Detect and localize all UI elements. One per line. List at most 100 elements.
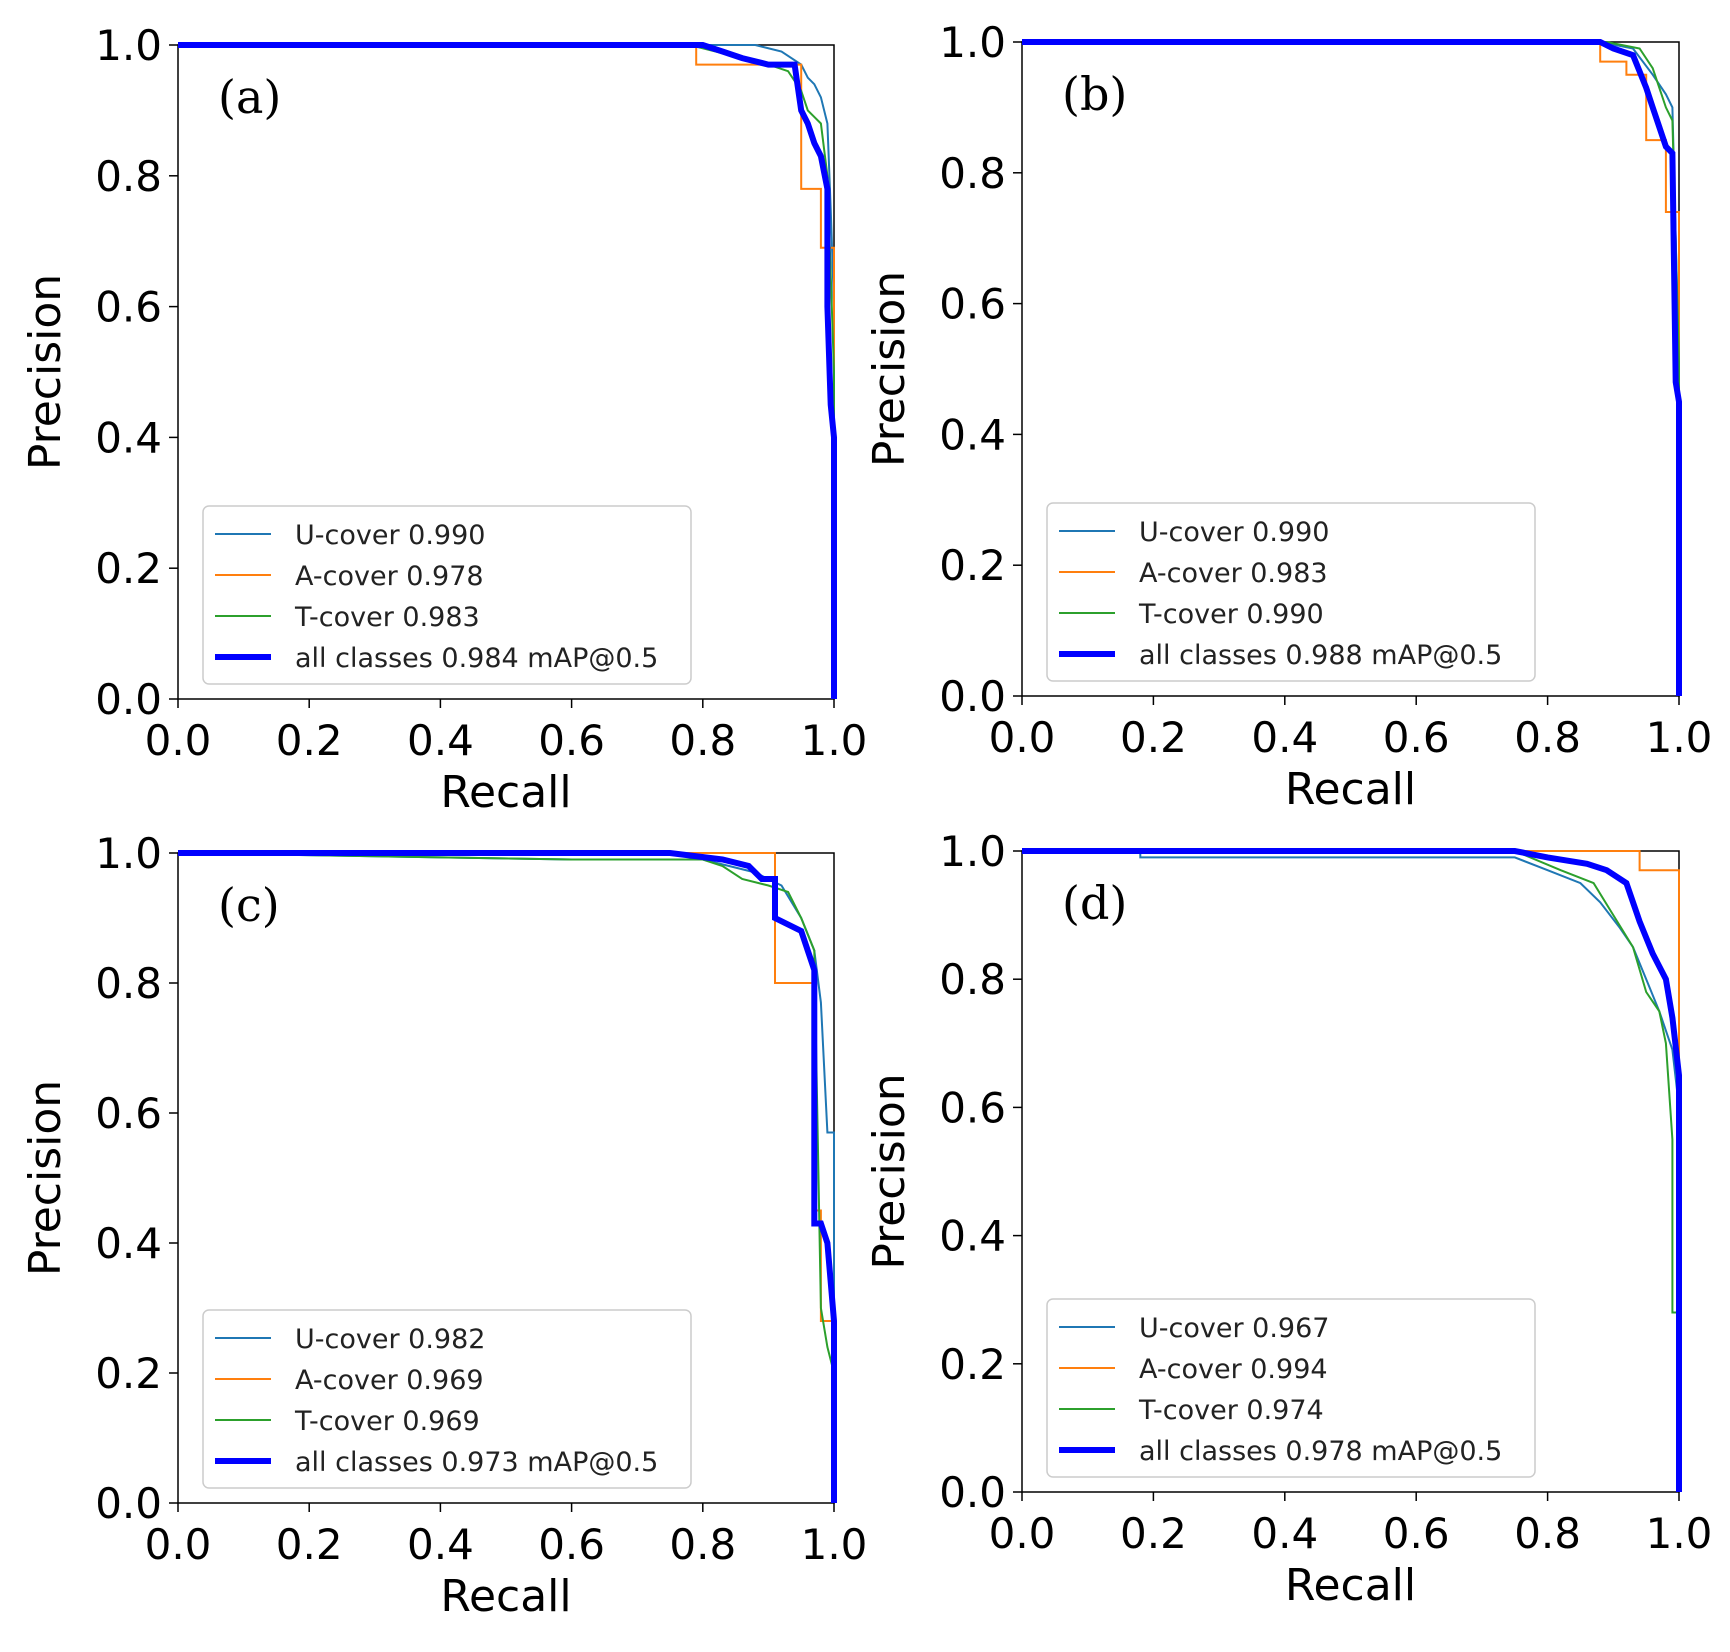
- y-tick-label: 0.8: [939, 955, 1006, 1004]
- series-lines: [178, 42, 837, 699]
- legend: U-cover 0.982 A-cover 0.969 T-cover 0.969 a…: [202, 1309, 692, 1489]
- y-tick-label: 0.2: [95, 1349, 162, 1398]
- legend-entry-2: A-cover 0.994: [1139, 1354, 1328, 1385]
- y-tick-label: 0.6: [95, 283, 162, 332]
- x-tick-label: 0.0: [145, 716, 212, 765]
- y-tick-label: 1.0: [95, 829, 162, 878]
- legend-entry-4: all classes 0.988 mAP@0.5: [1139, 640, 1502, 671]
- series-line-3: [177, 852, 835, 1503]
- x-tick-label: 1.0: [1646, 713, 1713, 762]
- x-axis-label: Recall: [1285, 764, 1416, 815]
- x-tick-label: 1.0: [801, 1520, 868, 1569]
- y-tick-label: 0.4: [939, 1212, 1006, 1261]
- legend: U-cover 0.990 A-cover 0.978 T-cover 0.983 a…: [202, 505, 692, 685]
- x-tick-label: 1.0: [801, 716, 868, 765]
- legend-entry-1: U-cover 0.967: [1139, 1313, 1329, 1344]
- y-tick-label: 0.2: [95, 544, 162, 593]
- chart-panel-1: 0.0 0.2 0.4 0.6 0.8 1.0 0.0 0.2 0.4 0.6 0.8 1.0 Reca…: [20, 21, 867, 818]
- x-tick-label: 0.2: [276, 1520, 343, 1569]
- series-line-3: [1022, 850, 1680, 1492]
- y-tick-label: 0.0: [939, 1468, 1006, 1517]
- x-tick-label: 0.2: [1120, 713, 1187, 762]
- y-tick-label: 0.2: [939, 1340, 1006, 1389]
- y-tick-label: 0.8: [95, 152, 162, 201]
- x-tick-label: 0.8: [1514, 1509, 1581, 1558]
- legend-entry-3: T-cover 0.969: [294, 1406, 480, 1437]
- y-axis-label: Precision: [20, 1080, 71, 1276]
- chart-panel-3: 0.0 0.2 0.4 0.6 0.8 1.0 0.0 0.2 0.4 0.6 0.8 1.0 Reca…: [20, 829, 867, 1622]
- legend-entry-2: A-cover 0.969: [295, 1365, 484, 1396]
- y-tick-label: 0.6: [939, 1083, 1006, 1132]
- chart-panel-4: 0.0 0.2 0.4 0.6 0.8 1.0 0.0 0.2 0.4 0.6 0.8 1.0 Reca…: [864, 827, 1712, 1611]
- legend-entry-4: all classes 0.973 mAP@0.5: [295, 1447, 658, 1478]
- x-tick-label: 0.6: [1383, 713, 1450, 762]
- series-line-4: [1022, 39, 1682, 696]
- y-tick-label: 0.2: [939, 541, 1006, 590]
- series-lines: [1022, 39, 1682, 696]
- x-tick-label: 0.6: [1383, 1509, 1450, 1558]
- y-tick-label: 0.6: [95, 1089, 162, 1138]
- y-axis-label: Precision: [864, 1073, 915, 1269]
- x-tick-label: 0.4: [407, 1520, 474, 1569]
- x-tick-label: 0.6: [538, 716, 605, 765]
- panel-label: (c): [218, 878, 280, 932]
- series-lines: [1022, 848, 1682, 1492]
- y-tick-label: 1.0: [939, 827, 1006, 876]
- legend-box: [1046, 1298, 1536, 1478]
- y-tick-label: 1.0: [939, 18, 1006, 67]
- y-axis-label: Precision: [20, 274, 71, 470]
- legend-entry-1: U-cover 0.990: [295, 520, 485, 551]
- x-tick-label: 1.0: [1646, 1509, 1713, 1558]
- legend-entry-2: A-cover 0.978: [295, 561, 484, 592]
- legend-entry-2: A-cover 0.983: [1139, 558, 1328, 589]
- series-line-4: [178, 42, 837, 699]
- legend-entry-3: T-cover 0.974: [1138, 1395, 1324, 1426]
- series-line-4: [1022, 848, 1682, 1492]
- x-tick-label: 0.8: [669, 716, 736, 765]
- x-axis-label: Recall: [440, 1571, 571, 1622]
- x-tick-label: 0.8: [669, 1520, 736, 1569]
- x-tick-label: 0.0: [145, 1520, 212, 1569]
- y-axis-label: Precision: [864, 271, 915, 467]
- x-tick-label: 0.4: [407, 716, 474, 765]
- legend-entry-1: U-cover 0.990: [1139, 517, 1329, 548]
- y-tick-label: 1.0: [95, 21, 162, 70]
- panel-label: (a): [218, 70, 281, 124]
- panel-label: (b): [1062, 67, 1127, 121]
- x-tick-label: 0.2: [276, 716, 343, 765]
- x-axis-label: Recall: [1285, 1560, 1416, 1611]
- legend-entry-4: all classes 0.984 mAP@0.5: [295, 643, 658, 674]
- legend-box: [202, 1309, 692, 1489]
- y-tick-label: 0.4: [939, 410, 1006, 459]
- series-line-3: [1022, 41, 1680, 696]
- legend-box: [1046, 502, 1536, 682]
- series-line-1: [1022, 850, 1680, 1492]
- series-line-4: [178, 850, 837, 1503]
- legend-entry-1: U-cover 0.982: [295, 1324, 485, 1355]
- y-tick-label: 0.8: [939, 149, 1006, 198]
- x-tick-label: 0.4: [1251, 713, 1318, 762]
- y-tick-label: 0.6: [939, 280, 1006, 329]
- y-tick-label: 0.0: [95, 675, 162, 724]
- legend-entry-3: T-cover 0.990: [1138, 599, 1324, 630]
- legend-entry-4: all classes 0.978 mAP@0.5: [1139, 1436, 1502, 1467]
- y-tick-label: 0.0: [95, 1479, 162, 1528]
- legend-entry-3: T-cover 0.983: [294, 602, 480, 633]
- legend: U-cover 0.990 A-cover 0.983 T-cover 0.990 a…: [1046, 502, 1536, 682]
- chart-panel-2: 0.0 0.2 0.4 0.6 0.8 1.0 0.0 0.2 0.4 0.6 0.8 1.0 Reca…: [864, 18, 1712, 815]
- x-tick-label: 0.4: [1251, 1509, 1318, 1558]
- x-tick-label: 0.0: [989, 1509, 1056, 1558]
- legend-box: [202, 505, 692, 685]
- x-tick-label: 0.6: [538, 1520, 605, 1569]
- x-tick-label: 0.8: [1514, 713, 1581, 762]
- y-tick-label: 0.0: [939, 672, 1006, 721]
- x-tick-label: 0.2: [1120, 1509, 1187, 1558]
- series-line-1: [178, 44, 835, 699]
- x-axis-label: Recall: [440, 767, 571, 818]
- x-tick-label: 0.0: [989, 713, 1056, 762]
- series-lines: [177, 850, 837, 1503]
- y-tick-label: 0.8: [95, 959, 162, 1008]
- panel-label: (d): [1062, 876, 1127, 930]
- y-tick-label: 0.4: [95, 413, 162, 462]
